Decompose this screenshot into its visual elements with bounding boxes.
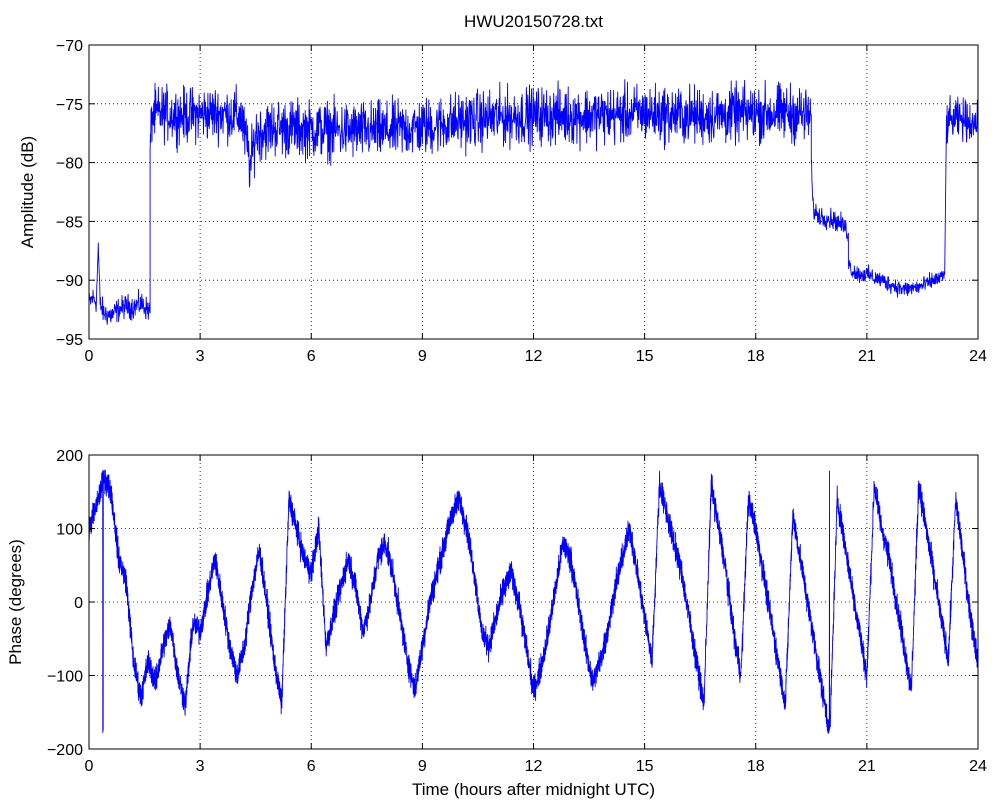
amplitude-ytick-label-3: −80: [56, 156, 83, 173]
amplitude-xtick-label-3: 9: [418, 348, 427, 365]
phase-xlabel: Time (hours after midnight UTC): [412, 780, 655, 799]
amplitude-xtick-label-1: 3: [196, 348, 205, 365]
phase-xtick-label-0: 0: [85, 758, 94, 775]
phase-trace: [89, 469, 978, 734]
phase-panel: 0 3 6 9 12 15 18 21 24 −200 −100 0 100 200 Time (hours…: [6, 448, 987, 799]
phase-xtick-label-6: 18: [747, 758, 765, 775]
amplitude-ytick-label-2: −85: [56, 214, 83, 231]
amplitude-trace: [89, 79, 978, 325]
phase-xtick-label-7: 21: [858, 758, 876, 775]
amplitude-series-0: [89, 79, 978, 325]
amplitude-xtick-label-2: 6: [307, 348, 316, 365]
phase-xtick-label-4: 12: [525, 758, 543, 775]
phase-ytick-label-3: 100: [56, 522, 83, 539]
phase-ytick-label-0: −200: [47, 742, 83, 759]
phase-xtick-label-8: 24: [969, 758, 987, 775]
amplitude-xtick-label-0: 0: [85, 348, 94, 365]
amplitude-title: HWU20150728.txt: [464, 12, 603, 31]
amplitude-xtick-label-4: 12: [525, 348, 543, 365]
phase-ytick-label-1: −100: [47, 669, 83, 686]
amplitude-ytick-label-4: −75: [56, 97, 83, 114]
amplitude-xtick-label-7: 21: [858, 348, 876, 365]
amplitude-panel: 0 3 6 9 12 15 18 21 24 −95 −90 −85 −80 −75 −70 HWU20150…: [18, 12, 987, 365]
amplitude-xtick-label-6: 18: [747, 348, 765, 365]
amplitude-ytick-label-0: −95: [56, 332, 83, 349]
phase-xtick-label-1: 3: [196, 758, 205, 775]
amplitude-xtick-label-8: 24: [969, 348, 987, 365]
phase-series-0: [89, 469, 978, 734]
amplitude-ytick-label-5: −70: [56, 38, 83, 55]
phase-ytick-label-2: 0: [74, 595, 83, 612]
phase-ylabel: Phase (degrees): [6, 539, 25, 665]
phase-xtick-label-5: 15: [636, 758, 654, 775]
phase-xtick-label-3: 9: [418, 758, 427, 775]
amplitude-ylabel: Amplitude (dB): [18, 136, 37, 248]
phase-ytick-label-4: 200: [56, 448, 83, 465]
amplitude-xtick-label-5: 15: [636, 348, 654, 365]
phase-xtick-label-2: 6: [307, 758, 316, 775]
amplitude-ytick-label-1: −90: [56, 273, 83, 290]
